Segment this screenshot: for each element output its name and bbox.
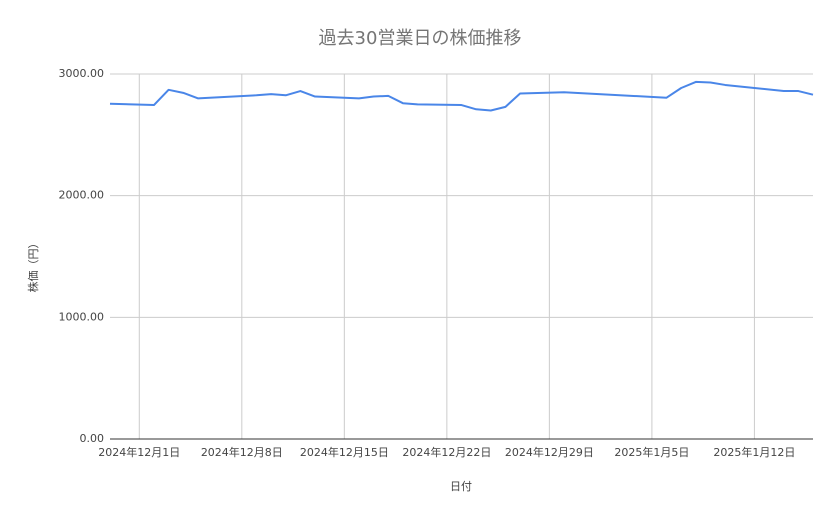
y-tick-label: 3000.00 xyxy=(59,67,105,80)
x-tick-label: 2024年12月1日 xyxy=(98,445,180,459)
y-tick-label: 1000.00 xyxy=(59,310,105,323)
x-tick-label: 2024年12月8日 xyxy=(201,445,283,459)
x-tick-label: 2025年1月12日 xyxy=(713,445,795,459)
data-line xyxy=(109,80,814,112)
x-tick-label: 2024年12月15日 xyxy=(300,445,389,459)
y-tick-label: 0.00 xyxy=(80,432,105,445)
y-axis-label: 株価（円） xyxy=(26,238,40,293)
x-tick-label: 2024年12月22日 xyxy=(402,445,491,459)
x-tick-label: 2024年12月29日 xyxy=(505,445,594,459)
x-tick-label: 2025年1月5日 xyxy=(614,445,689,459)
x-axis-label: 日付 xyxy=(450,480,472,493)
y-tick-label: 2000.00 xyxy=(59,189,105,202)
chart-title: 過去30営業日の株価推移 xyxy=(319,28,522,49)
